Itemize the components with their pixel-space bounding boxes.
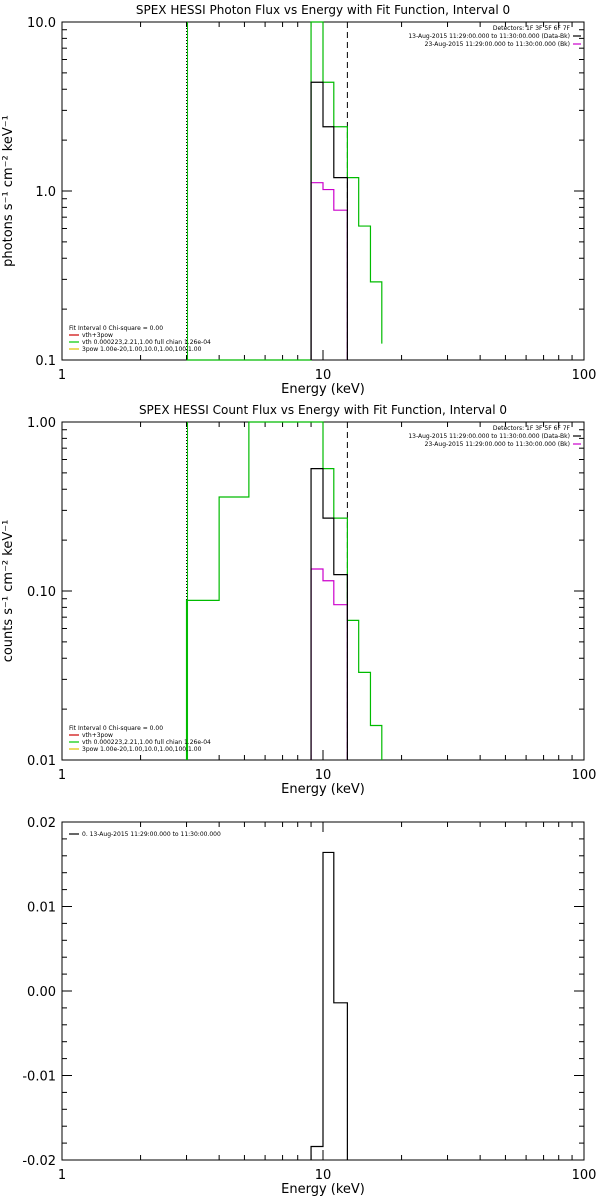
legend-entry: Detectors: 1F 3F 5F 6F 7F <box>493 25 571 32</box>
y-tick-label: 0.1 <box>35 354 56 369</box>
x-tick-label: 100 <box>572 768 597 783</box>
y-axis-label: counts s⁻¹ cm⁻² keV⁻¹ <box>1 520 16 663</box>
series-line-3 <box>185 421 383 760</box>
x-axis-label: Energy (keV) <box>281 382 365 397</box>
chart-panel-1: SPEX HESSI Photon Flux vs Energy with Fi… <box>1 3 596 397</box>
y-tick-label: 0.01 <box>27 754 56 769</box>
series-line-1 <box>310 81 348 360</box>
x-tick-label: 100 <box>572 368 597 383</box>
y-tick-label: 10.0 <box>27 16 56 31</box>
legend-entry: Fit Interval 0 Chi-square = 0.00 <box>69 725 163 732</box>
chart-panel-2: SPEX HESSI Count Flux vs Energy with Fit… <box>1 403 596 797</box>
x-axis-label: Energy (keV) <box>281 1182 365 1197</box>
x-axis-label: Energy (keV) <box>281 782 365 797</box>
x-tick-label: 10 <box>315 1168 332 1183</box>
chart-panel-3: Energy (keV) 1 10 100 0.02 0.01 0.00 -0.01 -0.02… <box>22 816 596 1197</box>
legend-entry: Fit Interval 0 Chi-square = 0.00 <box>69 325 163 332</box>
legend-entry: 23-Aug-2015 11:29:00.000 to 11:30:00.000… <box>425 41 570 48</box>
legend-entry: 3pow 1.00e-20,1.00,10.0,1.00,100,1.00 <box>82 746 202 753</box>
legend-entry: 13-Aug-2015 11:29:00.000 to 11:30:00.000… <box>408 433 570 440</box>
x-tick-label: 10 <box>315 768 332 783</box>
x-tick-label: 100 <box>572 1168 597 1183</box>
legend-entry: vth+3pow <box>82 332 113 339</box>
legend-entry: Detectors: 1F 3F 5F 6F 7F <box>493 425 571 432</box>
y-tick-label: 0.01 <box>27 901 56 916</box>
legend-entry: 3pow 1.00e-20,1.00,10.0,1.00,100,1.00 <box>82 346 202 353</box>
series-line-2 <box>310 182 348 360</box>
series-line-2 <box>310 568 348 760</box>
series-line-1 <box>310 851 348 1160</box>
y-tick-label: 0.02 <box>27 816 56 831</box>
x-tick-label: 1 <box>58 768 66 783</box>
x-tick-label: 1 <box>58 368 66 383</box>
y-tick-label: 0.00 <box>27 985 56 1000</box>
series-line-1 <box>310 467 348 760</box>
chart-title: SPEX HESSI Photon Flux vs Energy with Fi… <box>136 3 510 17</box>
y-tick-label: 0.10 <box>27 585 56 600</box>
x-tick-label: 10 <box>315 368 332 383</box>
legend-entry: 0. 13-Aug-2015 11:29:00.000 to 11:30:00.… <box>82 831 221 838</box>
y-tick-label: 1.0 <box>35 185 56 200</box>
legend-entry: 13-Aug-2015 11:29:00.000 to 11:30:00.000… <box>408 33 570 40</box>
y-tick-label: 1.00 <box>27 416 56 431</box>
legend-entry: vth 0.000223,2.21,1.00 full chian 1.26e-… <box>82 339 211 346</box>
series-line-3 <box>186 21 383 361</box>
chart-title: SPEX HESSI Count Flux vs Energy with Fit… <box>139 403 507 417</box>
y-axis-label: photons s⁻¹ cm⁻² keV⁻¹ <box>1 115 16 267</box>
y-tick-label: -0.02 <box>22 1154 56 1169</box>
legend-entry: 23-Aug-2015 11:29:00.000 to 11:30:00.000… <box>425 441 570 448</box>
legend-entry: vth+3pow <box>82 732 113 739</box>
x-tick-label: 1 <box>58 1168 66 1183</box>
y-tick-label: -0.01 <box>22 1070 56 1085</box>
legend-entry: vth 0.000223,2.21,1.00 full chian 1.26e-… <box>82 739 211 746</box>
